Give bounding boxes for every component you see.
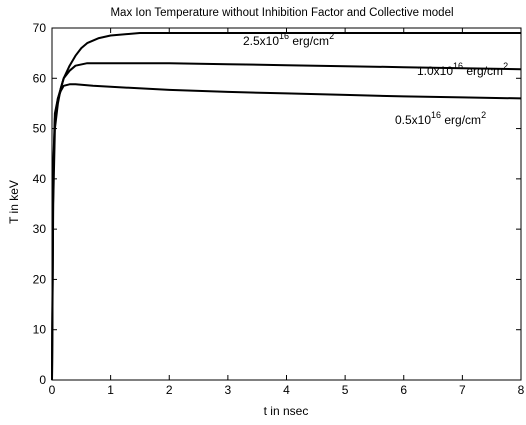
series-label-unit-exponent: 2 (481, 110, 486, 120)
series-label-unit: erg/cm (289, 34, 329, 48)
chart-title: Max Ion Temperature without Inhibition F… (110, 7, 453, 19)
x-tick-label: 8 (518, 383, 525, 397)
series-label-2: 1.0x1016 erg/cm2 (417, 61, 508, 78)
series-label-base: 1.0x10 (417, 64, 453, 78)
x-axis-label: t in nsec (264, 404, 309, 418)
x-tick-label: 5 (342, 383, 349, 397)
series-label-unit-exponent: 2 (503, 61, 508, 71)
y-tick-label: 50 (33, 122, 47, 136)
series-layer (51, 32, 522, 381)
y-axis-tick-labels: 0 10 20 30 40 50 60 70 (33, 21, 47, 387)
series-label-1: 2.5x1016 erg/cm2 (243, 31, 334, 48)
x-tick-label: 3 (225, 383, 232, 397)
x-tick-label: 6 (400, 383, 407, 397)
y-axis-label: T in keV (7, 180, 21, 224)
x-tick-label: 0 (49, 383, 56, 397)
series-label-exponent: 16 (279, 31, 289, 41)
plot-frame (51, 27, 522, 381)
series-label-base: 0.5x10 (395, 113, 431, 127)
series-label-unit: erg/cm (463, 64, 503, 78)
y-tick-label: 0 (39, 373, 46, 387)
series-line-3 (51, 83, 522, 381)
y-tick-label: 20 (33, 272, 47, 286)
x-tick-label: 1 (107, 383, 114, 397)
y-tick-label: 70 (33, 21, 47, 35)
x-axis-tick-labels: 0 1 2 3 4 5 6 7 8 (49, 383, 525, 397)
x-tick-label: 2 (166, 383, 173, 397)
y-tick-label: 30 (33, 222, 47, 236)
series-label-exponent: 16 (431, 110, 441, 120)
y-tick-label: 10 (33, 323, 47, 337)
series-label-3: 0.5x1016 erg/cm2 (395, 110, 486, 127)
y-tick-label: 40 (33, 172, 47, 186)
y-tick-label: 60 (33, 71, 47, 85)
x-tick-label: 4 (283, 383, 290, 397)
series-label-unit: erg/cm (441, 113, 481, 127)
x-tick-label: 7 (459, 383, 466, 397)
series-label-base: 2.5x10 (243, 34, 279, 48)
series-label-unit-exponent: 2 (329, 31, 334, 41)
series-label-exponent: 16 (453, 61, 463, 71)
